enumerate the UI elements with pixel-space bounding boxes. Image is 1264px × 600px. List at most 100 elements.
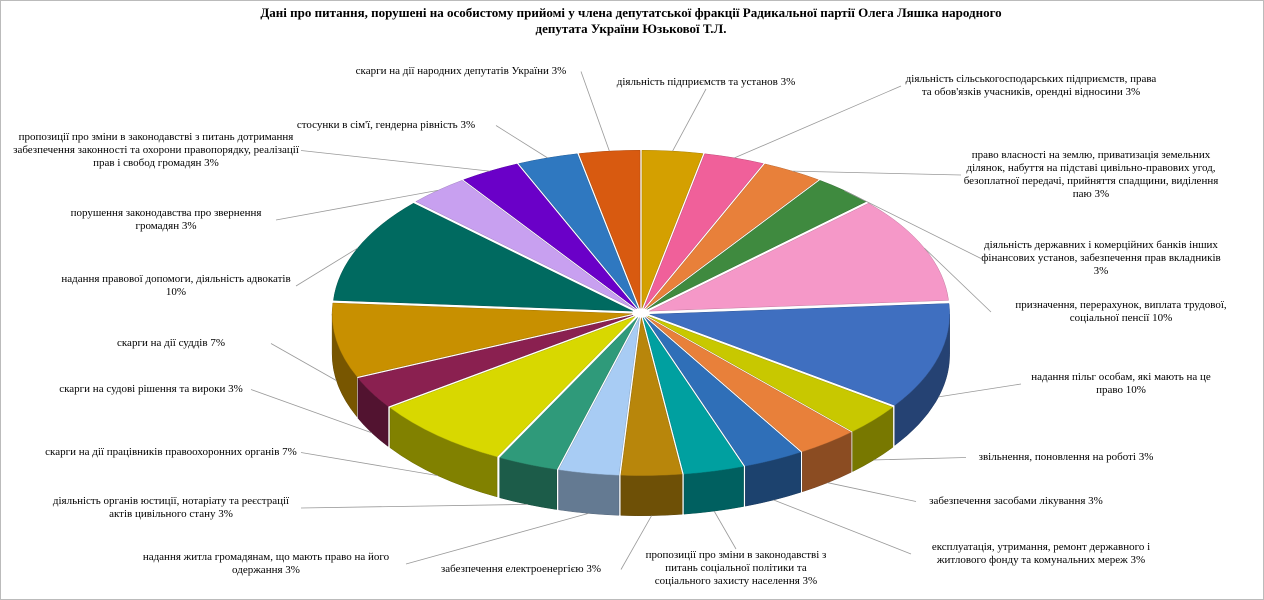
category-name: звільнення, поновлення на роботі [978, 451, 1136, 463]
value-label: 7% [210, 337, 225, 349]
slice-side [620, 473, 683, 516]
category-name: скарги на дії народних депутатів України [355, 65, 549, 77]
slice-side [558, 469, 620, 516]
leader-line [300, 150, 490, 172]
leader-line [295, 247, 358, 287]
category-name: надання житла громадянам, що мають право… [142, 551, 390, 576]
category-name: діяльність органів юстиції, нотаріату та… [52, 495, 290, 520]
value-label: 3% [586, 563, 602, 575]
value-label: 7% [282, 446, 297, 458]
data-label: експлуатація, утримання, ремонт державно… [911, 541, 1171, 567]
category-name: забезпечення засобами лікування [929, 495, 1086, 507]
leader-line [873, 457, 967, 461]
slice [649, 303, 950, 406]
leader-line [300, 503, 528, 509]
category-name: скарги на дії суддів [117, 337, 208, 349]
leader-line [938, 383, 1022, 398]
slice [499, 317, 638, 470]
data-label: діяльність органів юстиції, нотаріату та… [41, 495, 301, 521]
value-label: 3% [551, 65, 567, 77]
value-label: 3% [1094, 188, 1110, 200]
slice [643, 153, 764, 309]
data-label: скарги на судові рішення та вироки 3% [51, 383, 251, 396]
slice [389, 316, 636, 458]
slice [331, 302, 633, 378]
value-label: 3% [1125, 86, 1141, 98]
data-label: звільнення, поновлення на роботі 3% [966, 451, 1166, 464]
value-label: 3% [802, 575, 818, 587]
category-name: надання пільг особам, які мають на це пр… [1031, 371, 1211, 396]
chart-title: Дані про питання, порушені на особистому… [260, 5, 1002, 36]
data-label: стосунки в сім'ї, гендерна рівність 3% [276, 119, 496, 132]
leader-line [495, 125, 548, 159]
data-label: скарги на дії працівників правоохоронних… [41, 446, 301, 459]
leader-line [924, 247, 992, 313]
category-name: призначення, перерахунок, виплата трудов… [1015, 299, 1227, 324]
value-label: 3% [204, 157, 219, 169]
value-label: 3% [218, 508, 233, 520]
value-label: 10% [165, 286, 187, 298]
data-label: діяльність підприємств та установ 3% [606, 76, 806, 89]
value-label: 3% [460, 119, 476, 131]
data-label: право власності на землю, приватизація з… [961, 149, 1221, 201]
slice [620, 317, 683, 476]
data-label: порушення законодавства про звернення гр… [56, 207, 276, 233]
data-label: забезпечення засобами лікування 3% [916, 495, 1116, 508]
leader-line [275, 189, 438, 221]
leader-line [405, 512, 589, 565]
data-label: скарги на дії суддів 7% [71, 337, 271, 350]
data-label: діяльність сільськогосподарських підприє… [901, 73, 1161, 99]
category-name: скарги на судові рішення та вироки [59, 383, 226, 395]
leader-line [620, 515, 652, 570]
slice [558, 317, 640, 476]
slice [641, 150, 704, 309]
slice [647, 315, 894, 432]
category-name: діяльність сільськогосподарських підприє… [905, 73, 1157, 98]
value-label: 10% [1125, 384, 1146, 396]
value-label: 3% [181, 220, 197, 232]
value-label: 3% [1138, 451, 1154, 463]
value-label: 10% [1152, 312, 1173, 324]
leader-line [270, 343, 337, 381]
data-label: скарги на дії народних депутатів України… [341, 65, 581, 78]
slice [463, 163, 637, 310]
category-name: діяльність підприємств та установ [616, 76, 778, 88]
leader-line [773, 499, 912, 555]
slice [642, 317, 745, 475]
value-label: 3% [1088, 495, 1103, 507]
data-label: надання правової допомоги, діяльність ад… [56, 273, 296, 299]
value-label: 3% [780, 76, 796, 88]
leader-line [300, 452, 438, 477]
category-name: експлуатація, утримання, ремонт державно… [931, 541, 1151, 566]
data-label: діяльність державних і комерційних банкі… [981, 239, 1221, 278]
category-name: пропозиції про зміни в законодавстві з п… [13, 131, 299, 169]
slice [646, 316, 852, 453]
category-name: право власності на землю, приватизація з… [963, 149, 1219, 200]
category-name: скарги на дії працівників правоохоронних… [45, 446, 280, 458]
slice [645, 163, 819, 310]
category-name: стосунки в сім'ї, гендерна рівність [296, 119, 458, 131]
leader-line [250, 389, 372, 434]
slice [333, 202, 633, 312]
slice [578, 150, 641, 309]
slice [357, 315, 634, 407]
leader-line [672, 88, 707, 152]
leader-line [792, 170, 962, 176]
slice [644, 317, 802, 467]
leader-line [827, 482, 917, 502]
category-name: пропозиції про зміни в законодавстві з п… [645, 549, 827, 587]
slice [518, 153, 639, 309]
value-label: 3% [228, 383, 243, 395]
category-name: порушення законодавства про звернення гр… [70, 207, 262, 232]
leader-line [713, 510, 737, 550]
value-label: 3% [1093, 265, 1109, 277]
leader-line [580, 71, 610, 152]
data-label: пропозиції про зміни в законодавстві з п… [636, 549, 836, 588]
category-name: надання правової допомоги, діяльність ад… [61, 273, 291, 285]
category-name: діяльність державних і комерційних банкі… [981, 239, 1221, 264]
leader-line [734, 85, 902, 159]
data-label: пропозиції про зміни в законодавстві з п… [11, 131, 301, 170]
value-label: 3% [1130, 554, 1146, 566]
